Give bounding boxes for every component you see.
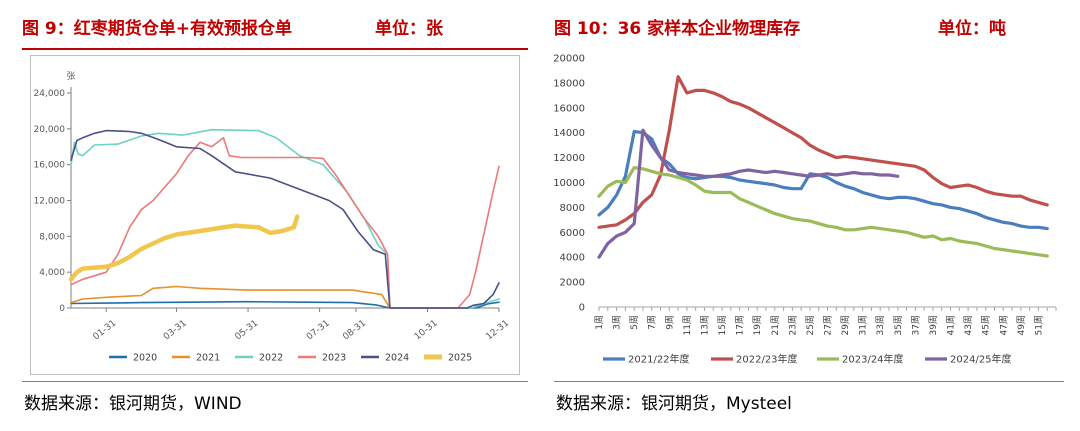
y-tick-label: 12,000: [34, 197, 66, 207]
x-tick-label: 17周: [735, 315, 746, 335]
y-tick-label: 8000: [560, 203, 585, 214]
series-line-2024-25: [597, 128, 900, 259]
y-tick-label: 10000: [553, 178, 585, 189]
y-axis-unit-label: 张: [66, 71, 75, 82]
x-tick-label: 01-31: [92, 318, 119, 342]
y-tick-label: 20000: [553, 54, 585, 65]
right-source-text: 数据来源：银河期货，Mysteel: [556, 394, 792, 414]
x-tick-label: 10-31: [413, 318, 440, 342]
x-tick-label: 19周: [752, 315, 763, 335]
legend-label-2023: 2023: [322, 353, 346, 364]
y-tick-label: 6000: [560, 228, 585, 239]
left-unit-label: 单位：张: [375, 19, 443, 39]
y-tick-label: 18000: [553, 78, 585, 89]
x-tick-label: 3周: [612, 315, 623, 330]
y-tick-label: 0: [579, 303, 585, 314]
legend-label-2024-25: 2024/25年度: [950, 353, 1012, 366]
series-line-2022-23: [597, 75, 1049, 229]
y-tick-label: 14000: [553, 128, 585, 139]
left-chart-panel: 张 0 4,000 8,000 12,000 16,000 20,000 24,000 01-3…: [30, 55, 520, 375]
x-tick-label: 29周: [840, 315, 851, 335]
x-tick-label: 35周: [893, 315, 904, 335]
x-tick-label: 37周: [910, 315, 921, 335]
x-tick-label: 41周: [946, 315, 957, 335]
x-tick-label: 51周: [1033, 315, 1044, 335]
y-tick-label: 16000: [553, 103, 585, 114]
series-line-2020: [70, 300, 500, 309]
y-tick-label: 8,000: [39, 232, 65, 242]
x-tick-label: 03-31: [162, 318, 189, 342]
x-tick-label: 47周: [998, 315, 1009, 335]
x-tick-label: 45周: [981, 315, 992, 335]
right-figure-title: 图 10：36 家样本企业物理库存: [554, 19, 801, 39]
x-tick-label: 39周: [928, 315, 939, 335]
x-tick-label: 11周: [682, 315, 693, 335]
legend-label-2021-22: 2021/22年度: [628, 353, 690, 366]
x-tick-label: 25周: [805, 315, 816, 335]
x-tick-label: 23周: [787, 315, 798, 335]
legend-label-2022: 2022: [259, 353, 283, 364]
x-tick-label: 27周: [823, 315, 834, 335]
x-tick-label: 5周: [629, 315, 640, 330]
left-chart-svg: 张 0 4,000 8,000 12,000 16,000 20,000 24,000 01-3…: [34, 71, 512, 364]
x-tick-label: 13周: [699, 315, 710, 335]
x-tick-label: 05-31: [233, 318, 260, 342]
x-tick-label: 33周: [875, 315, 886, 335]
right-chart-panel: 0 2000 4000 6000 8000 10000 12000 14000 16000 180…: [545, 42, 1065, 378]
legend-label-2020: 2020: [133, 353, 157, 364]
legend-label-2023-24: 2023/24年度: [842, 353, 904, 366]
x-tick-label: 08-31: [341, 318, 368, 342]
left-title-rule: [22, 48, 528, 50]
y-tick-label: 4000: [560, 253, 585, 264]
x-tick-label: 15周: [717, 315, 728, 335]
series-line-2021: [70, 285, 457, 309]
y-tick-label: 4,000: [39, 268, 65, 278]
x-tick-label: 9周: [664, 315, 675, 330]
y-tick-label: 12000: [553, 153, 585, 164]
series-line-2024: [70, 129, 500, 309]
left-source-rule: [22, 381, 528, 382]
legend-label-2025: 2025: [448, 353, 472, 364]
x-tick-label: 12-31: [484, 318, 511, 342]
right-chart-svg: 0 2000 4000 6000 8000 10000 12000 14000 16000 180…: [553, 54, 1057, 366]
x-tick-label: 07-31: [305, 318, 332, 342]
right-unit-label: 单位：吨: [938, 19, 1006, 39]
series-line-2021-22: [597, 129, 1049, 231]
series-line-2023-24: [597, 165, 1049, 258]
y-tick-label: 16,000: [34, 161, 66, 171]
series-line-2025: [68, 214, 300, 282]
x-tick-label: 1周: [594, 315, 605, 330]
legend-label-2024: 2024: [385, 353, 409, 364]
x-tick-label: 49周: [1016, 315, 1027, 335]
x-tick-label: 43周: [963, 315, 974, 335]
left-source-text: 数据来源：银河期货，WIND: [24, 394, 242, 414]
series-line-2023: [70, 137, 500, 309]
y-tick-label: 0: [59, 304, 65, 314]
x-tick-label: 31周: [858, 315, 869, 335]
y-tick-label: 24,000: [34, 89, 66, 99]
x-tick-label: 7周: [647, 315, 658, 330]
legend-label-2022-23: 2022/23年度: [736, 353, 798, 366]
x-tick-label: 21周: [770, 315, 781, 335]
right-source-rule: [554, 381, 1064, 382]
y-tick-label: 20,000: [34, 125, 66, 135]
legend-label-2021: 2021: [196, 353, 220, 364]
left-figure-title: 图 9：红枣期货仓单+有效预报仓单: [22, 19, 292, 39]
y-tick-label: 2000: [560, 278, 585, 289]
